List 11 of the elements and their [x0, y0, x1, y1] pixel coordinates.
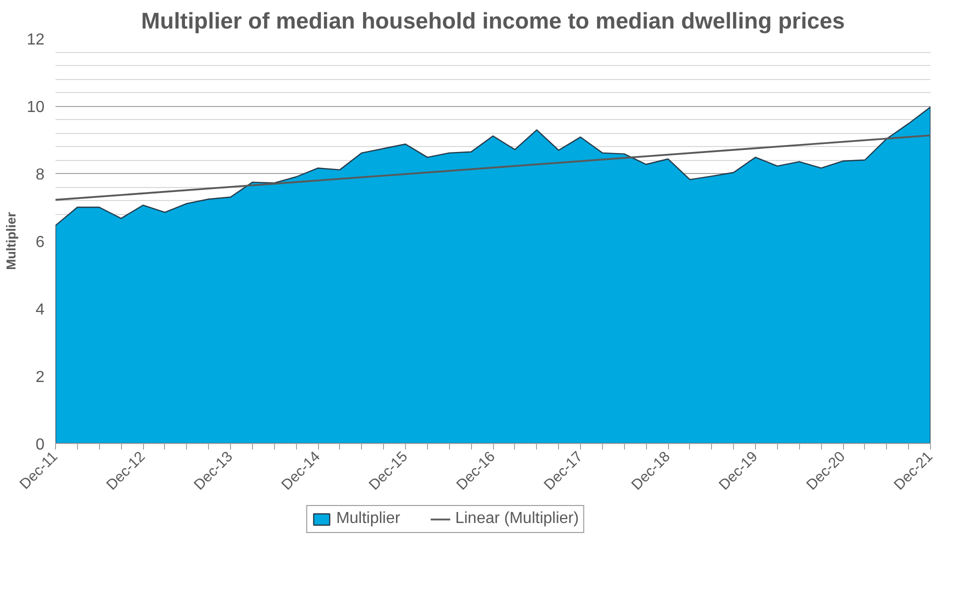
y-tick-label: 8	[36, 166, 45, 184]
y-tick-label: 6	[36, 234, 45, 251]
y-axis-title: Multiplier	[4, 212, 19, 270]
y-tick-label: 2	[36, 369, 45, 386]
y-tick-label: 0	[36, 436, 45, 454]
chart-title: Multiplier of median household income to median dwelling prices	[141, 8, 845, 34]
y-tick-label: 10	[26, 99, 45, 116]
legend-label: Linear (Multiplier)	[455, 510, 579, 528]
y-tick-label: 12	[26, 32, 45, 48]
legend-label: Multiplier	[336, 510, 400, 528]
y-tick-label: 4	[36, 302, 45, 318]
